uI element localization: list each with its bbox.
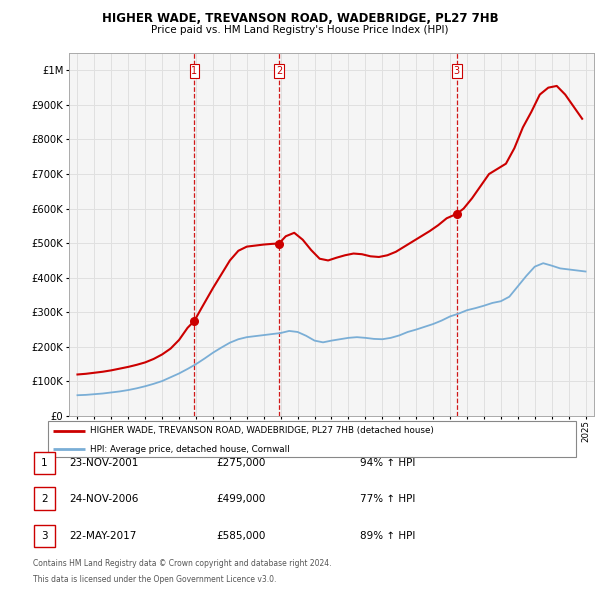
Text: 2: 2: [276, 66, 282, 76]
Text: 2: 2: [41, 494, 48, 503]
Text: 94% ↑ HPI: 94% ↑ HPI: [360, 458, 415, 468]
Text: This data is licensed under the Open Government Licence v3.0.: This data is licensed under the Open Gov…: [33, 575, 277, 584]
Text: 23-NOV-2001: 23-NOV-2001: [69, 458, 139, 468]
Text: 77% ↑ HPI: 77% ↑ HPI: [360, 494, 415, 503]
FancyBboxPatch shape: [34, 452, 55, 474]
FancyBboxPatch shape: [34, 525, 55, 547]
Text: 3: 3: [41, 531, 48, 540]
Text: Price paid vs. HM Land Registry's House Price Index (HPI): Price paid vs. HM Land Registry's House …: [151, 25, 449, 35]
Text: 1: 1: [41, 458, 48, 468]
FancyBboxPatch shape: [48, 421, 576, 457]
Text: 89% ↑ HPI: 89% ↑ HPI: [360, 531, 415, 540]
Text: 24-NOV-2006: 24-NOV-2006: [69, 494, 139, 503]
Text: £585,000: £585,000: [216, 531, 265, 540]
Text: HPI: Average price, detached house, Cornwall: HPI: Average price, detached house, Corn…: [90, 445, 290, 454]
Text: HIGHER WADE, TREVANSON ROAD, WADEBRIDGE, PL27 7HB: HIGHER WADE, TREVANSON ROAD, WADEBRIDGE,…: [101, 12, 499, 25]
Text: 22-MAY-2017: 22-MAY-2017: [69, 531, 136, 540]
FancyBboxPatch shape: [34, 487, 55, 510]
Text: £499,000: £499,000: [216, 494, 265, 503]
Text: HIGHER WADE, TREVANSON ROAD, WADEBRIDGE, PL27 7HB (detached house): HIGHER WADE, TREVANSON ROAD, WADEBRIDGE,…: [90, 426, 434, 435]
Text: £275,000: £275,000: [216, 458, 265, 468]
Text: 3: 3: [454, 66, 460, 76]
Text: 1: 1: [191, 66, 197, 76]
Text: Contains HM Land Registry data © Crown copyright and database right 2024.: Contains HM Land Registry data © Crown c…: [33, 559, 331, 568]
